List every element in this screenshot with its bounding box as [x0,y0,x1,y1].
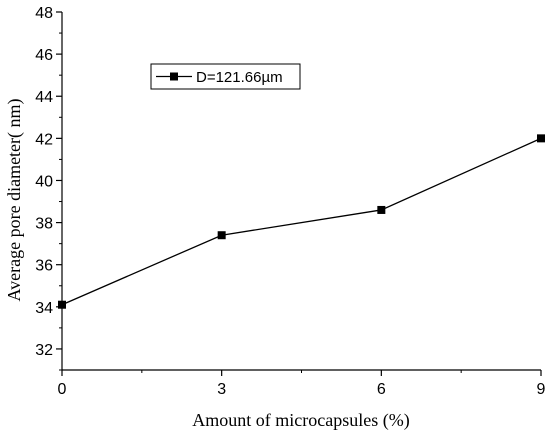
data-point [377,205,386,214]
legend: D=121.66µm [150,63,301,90]
y-tick-label: 48 [35,5,53,22]
y-tick-label: 42 [35,131,53,148]
x-tick-label: 0 [58,381,67,398]
series-line [61,137,542,306]
y-tick-label: 34 [35,300,53,317]
y-tick-label: 32 [35,342,53,359]
series [58,134,545,309]
x-tick-label: 6 [377,381,386,398]
legend-label: D=121.66µm [196,69,283,86]
data-point [217,231,226,240]
y-tick-label: 40 [35,173,53,190]
y-tick-label: 36 [35,258,53,275]
x-axis-title: Amount of microcapsules (%) [192,410,409,431]
data-point [537,134,545,143]
y-tick-label: 38 [35,216,53,233]
data-point [58,300,66,309]
y-tick-label: 46 [35,47,53,64]
y-axis-title: Average pore diameter( nm) [4,98,25,301]
y-tick-label: 44 [35,89,53,106]
x-tick-label: 3 [217,381,226,398]
axes [61,12,541,371]
x-tick-label: 9 [537,381,546,398]
legend-marker-sample [170,72,178,81]
